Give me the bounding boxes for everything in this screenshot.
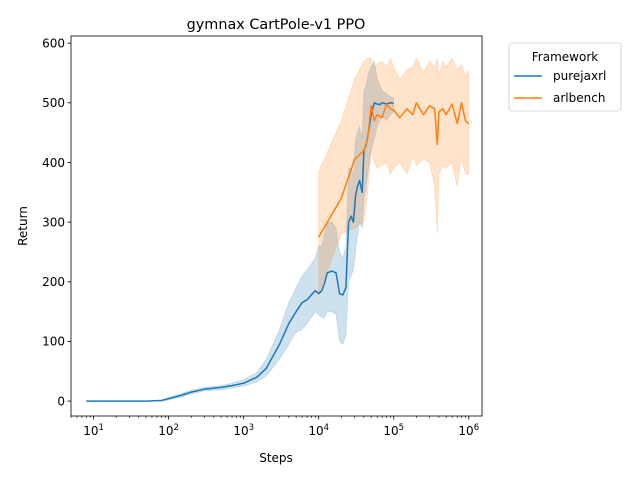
x-tick-label: 104 [308,423,329,438]
x-tick-label: 102 [158,423,179,438]
y-tick-label: 200 [42,275,65,289]
y-tick-label: 0 [57,394,65,408]
y-axis-label: Return [16,206,30,246]
axes-frame [70,35,483,417]
legend-label-purejaxrl: purejaxrl [553,69,606,83]
y-axis-ticks: 0 100 200 300 400 500 600 [42,36,71,408]
y-tick-label: 500 [42,96,65,110]
confidence-bands [86,57,470,402]
x-axis-ticks: 101 102 103 104 105 106 [70,416,479,438]
x-tick-label: 106 [458,423,479,438]
legend: Framework purejaxrl arlbench [508,42,622,112]
chart-title: gymnax CartPole-v1 PPO [187,17,366,33]
band-purejaxrl [86,60,394,402]
line-arlbench [318,102,470,238]
y-tick-label: 400 [42,156,65,170]
series-lines [86,102,470,402]
x-tick-label: 101 [83,423,104,438]
x-tick-label: 105 [383,423,404,438]
x-axis-label: Steps [259,451,293,465]
y-tick-label: 300 [42,215,65,229]
x-tick-label: 103 [233,423,254,438]
y-tick-label: 100 [42,335,65,349]
y-tick-label: 600 [42,36,65,50]
legend-label-arlbench: arlbench [553,91,605,105]
legend-title: Framework [532,50,598,64]
legend-box [508,42,622,112]
band-arlbench [318,57,470,294]
